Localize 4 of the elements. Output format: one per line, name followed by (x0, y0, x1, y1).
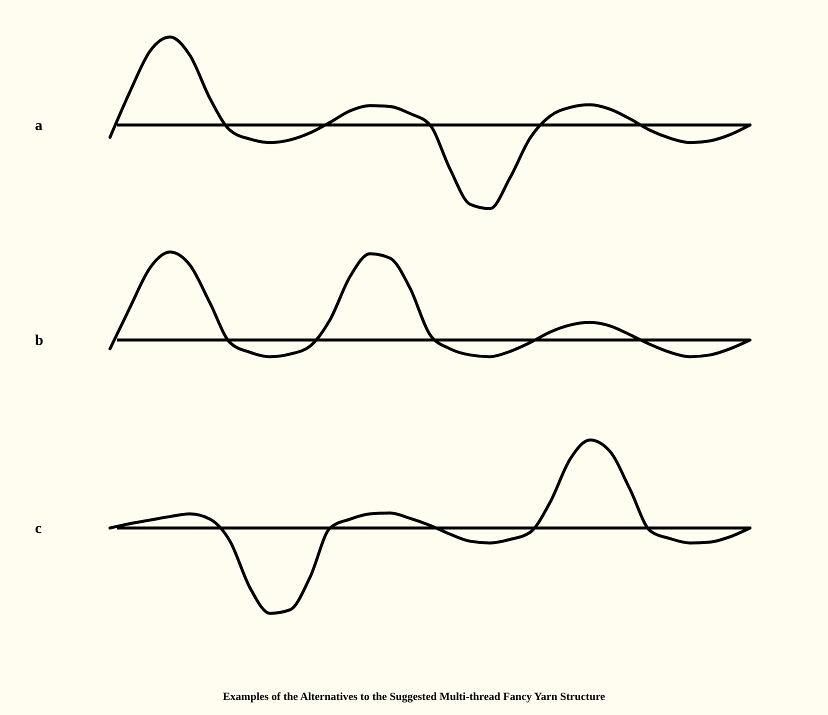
y-axis-title: a (35, 118, 43, 134)
y-axis-title: c (35, 521, 42, 537)
text: Examples of the Alternatives to the Suggested Multi-thread Fancy Yarn Structure (222, 691, 606, 703)
y-axis-title: b (35, 333, 44, 349)
